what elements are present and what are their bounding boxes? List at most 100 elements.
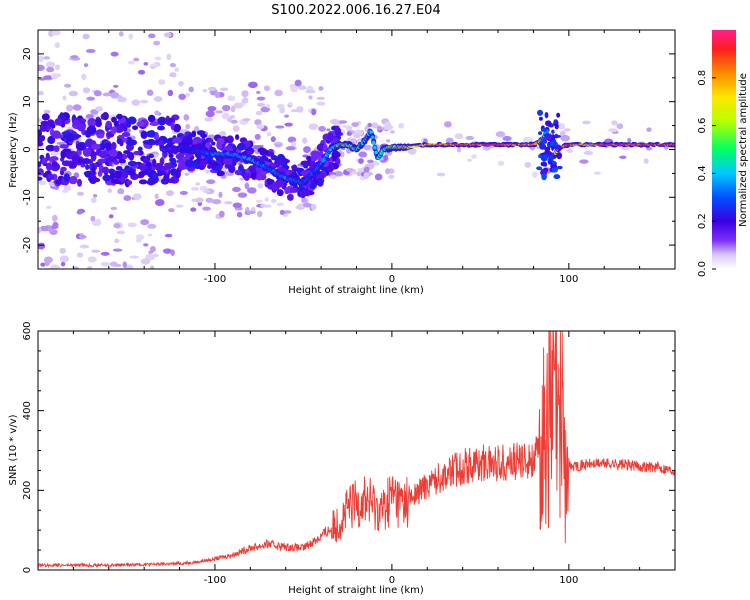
noise-blob	[169, 62, 177, 68]
noise-blob	[168, 208, 175, 213]
noise-blob	[205, 110, 215, 118]
spectral-blob	[286, 193, 294, 201]
noise-blob	[221, 104, 231, 112]
spectral-blob	[148, 153, 155, 159]
noise-blob	[242, 97, 249, 104]
spectral-blob	[165, 162, 173, 170]
noise-blob	[582, 120, 591, 125]
noise-blob	[109, 261, 118, 267]
noise-blob	[502, 136, 512, 142]
spectral-blob	[108, 149, 118, 158]
spectral-blob	[228, 164, 236, 174]
noise-blob	[162, 248, 172, 254]
spectral-blob	[296, 167, 301, 173]
spectral-blob	[186, 166, 196, 172]
noise-blob	[86, 265, 93, 269]
noise-blob	[363, 144, 373, 151]
spectral-blob	[544, 111, 549, 119]
noise-blob	[154, 193, 159, 200]
noise-blob	[113, 84, 119, 88]
spectral-blob	[87, 176, 98, 182]
noise-blob	[117, 188, 125, 195]
spectral-blob	[91, 143, 101, 150]
noise-blob	[376, 125, 382, 131]
noise-blob	[318, 86, 324, 91]
spectrogram-xlabel: Height of straight line (km)	[288, 285, 424, 296]
noise-blob	[100, 251, 110, 256]
spectral-blob	[234, 134, 240, 140]
noise-blob	[337, 120, 348, 124]
noise-blob	[579, 159, 589, 164]
noise-blob	[270, 136, 276, 143]
spectral-blob	[245, 168, 250, 174]
noise-blob	[255, 110, 263, 116]
spectral-blob	[91, 166, 96, 175]
noise-blob	[38, 242, 46, 250]
spectral-blob	[275, 159, 282, 166]
noise-blob	[621, 146, 630, 151]
noise-blob	[83, 63, 89, 68]
noise-blob	[308, 123, 319, 130]
noise-blob	[167, 89, 174, 97]
noise-blob	[643, 158, 649, 165]
spectral-blob	[61, 115, 67, 120]
noise-blob	[122, 261, 127, 268]
noise-blob	[385, 139, 391, 143]
noise-blob	[301, 197, 307, 203]
noise-blob	[260, 106, 270, 113]
noise-blob	[211, 199, 222, 205]
noise-blob	[135, 234, 145, 240]
noise-blob	[358, 151, 368, 158]
noise-blob	[232, 186, 241, 193]
spectral-blob	[551, 134, 556, 141]
noise-blob	[136, 238, 142, 243]
noise-blob	[346, 131, 352, 136]
spectrogram-xtick-label: 100	[559, 274, 578, 285]
spectral-blob	[541, 173, 547, 181]
noise-blob	[383, 124, 394, 131]
noise-blob	[81, 73, 87, 81]
figure-title: S100.2022.006.16.27.E04	[271, 3, 440, 18]
noise-blob	[288, 102, 293, 106]
noise-blob	[214, 91, 221, 99]
noise-blob	[178, 80, 184, 87]
noise-blob	[43, 56, 51, 60]
noise-blob	[219, 87, 229, 91]
noise-blob	[227, 95, 236, 102]
noise-blob	[140, 219, 150, 226]
spectral-blob	[270, 154, 278, 161]
spectral-blob	[216, 137, 225, 145]
noise-blob	[60, 261, 66, 267]
noise-blob	[316, 101, 326, 106]
spectral-blob	[544, 146, 551, 152]
spectrogram-ytick-label: 0	[22, 146, 33, 152]
colorbar-tick-label: 0.4	[697, 165, 708, 181]
noise-blob	[154, 110, 160, 116]
noise-blob	[86, 96, 95, 101]
noise-blob	[163, 32, 172, 38]
noise-blob	[128, 33, 134, 40]
spectral-blob	[172, 123, 181, 133]
noise-blob	[237, 192, 248, 198]
noise-blob	[233, 102, 244, 109]
noise-blob	[305, 89, 316, 94]
noise-blob	[123, 195, 132, 201]
spectral-blob	[248, 165, 257, 174]
spectral-blob	[51, 160, 58, 168]
noise-blob	[256, 96, 266, 101]
spectral-blob	[59, 144, 69, 149]
spectral-blob	[299, 191, 306, 199]
spectral-blob	[331, 153, 337, 162]
noise-blob	[457, 147, 462, 153]
spectral-blob	[543, 133, 549, 137]
spectral-blob	[553, 174, 561, 180]
noise-blob	[298, 85, 307, 91]
colorbar: 0.0 0.2 0.4 0.6 0.8 Normalized spectral ampl…	[697, 30, 749, 277]
spectral-blob	[163, 174, 170, 181]
spectral-blob	[138, 171, 146, 177]
noise-blob	[326, 128, 331, 132]
spectral-blob	[85, 163, 90, 170]
spectral-blob	[139, 163, 147, 172]
noise-blob	[190, 207, 197, 212]
spectral-blob	[543, 153, 549, 160]
